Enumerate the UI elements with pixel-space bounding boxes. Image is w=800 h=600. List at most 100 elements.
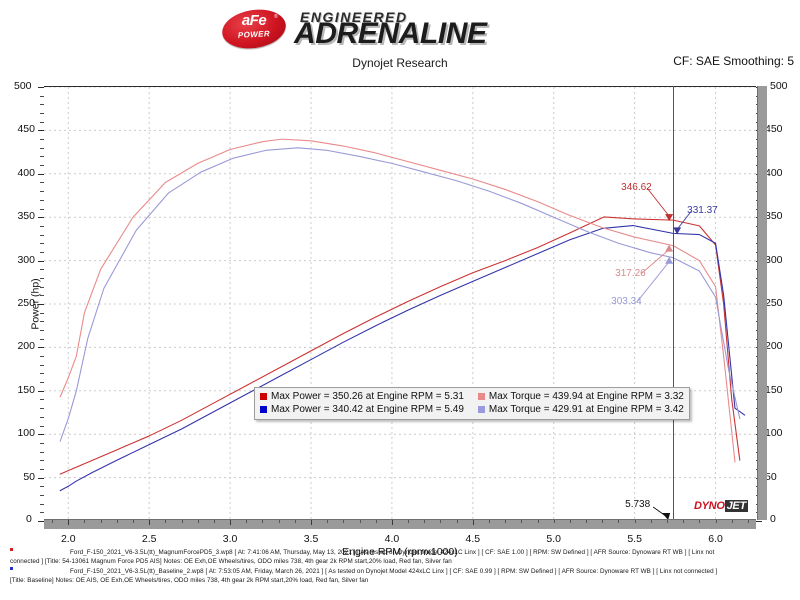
x-tick-minor	[197, 520, 199, 523]
y-tick-minor	[40, 486, 44, 488]
x-tick-mark	[230, 520, 232, 525]
y-tick-left-400: 400	[17, 166, 35, 179]
axis-corner-zero-left: 0	[26, 513, 32, 525]
x-tick-minor	[213, 520, 215, 523]
y-tick-right-50: 50	[765, 470, 777, 483]
footnote-line: connected ] [Title: 54-13061 Magnum Forc…	[10, 557, 452, 565]
x-tick-minor	[650, 520, 652, 523]
legend[interactable]: Max Power = 350.26 at Engine RPM = 5.31 M…	[254, 387, 690, 420]
x-tick-4.5: 4.5	[465, 533, 481, 545]
x-tick-minor	[181, 520, 183, 523]
legend-entry: Max Torque = 429.91 at Engine RPM = 3.42	[477, 404, 684, 415]
y-tick-left-100: 100	[17, 427, 35, 440]
y-tick-left-450: 450	[17, 123, 35, 136]
x-tick-6.0: 6.0	[708, 533, 723, 545]
x-tick-minor	[569, 520, 571, 523]
data-label-torque-blue: 303.34	[611, 295, 642, 307]
y-tick-minor	[40, 416, 44, 418]
y-tick-minor	[40, 312, 44, 314]
y-tick-minor	[40, 451, 44, 453]
y-tick-left-350: 350	[17, 210, 35, 223]
y-tick-minor	[40, 165, 44, 167]
y-tick-minor	[40, 373, 44, 375]
cursor-line[interactable]	[673, 86, 675, 520]
y-tick-mark	[38, 477, 44, 479]
y-tick-minor	[40, 139, 44, 141]
y-tick-minor	[40, 503, 44, 505]
x-tick-minor	[667, 520, 668, 523]
x-tick-minor	[747, 520, 749, 523]
x-tick-minor	[246, 520, 248, 523]
y-tick-minor	[40, 104, 44, 106]
y-tick-minor	[40, 147, 44, 149]
chart-svg	[44, 87, 756, 521]
y-tick-minor	[40, 121, 44, 123]
y-tick-right-150: 150	[765, 383, 783, 396]
y-tick-mark	[38, 347, 44, 349]
y-tick-minor	[40, 442, 44, 444]
y-tick-minor	[40, 295, 44, 297]
y-tick-minor	[40, 494, 44, 496]
cursor-rpm-label: 5.738	[625, 499, 651, 510]
y-tick-minor	[40, 208, 44, 210]
x-tick-mark	[311, 520, 312, 525]
y-tick-minor	[40, 234, 44, 236]
y-tick-minor	[40, 251, 44, 253]
x-tick-2.5: 2.5	[141, 533, 157, 545]
footnotes: Ford_F-150_2021_V6-3.5L(tt)_MagnumForceP…	[0, 548, 800, 587]
y-tick-right-450: 450	[765, 123, 783, 136]
x-tick-mark	[68, 520, 70, 525]
y-tick-minor	[40, 225, 44, 227]
x-tick-minor	[327, 520, 329, 523]
x-tick-minor	[262, 520, 264, 523]
x-tick-minor	[683, 520, 685, 523]
x-tick-minor	[424, 520, 426, 523]
dynojet-watermark: DYNO JET	[694, 500, 748, 512]
x-tick-minor	[505, 520, 507, 523]
y-tick-minor	[40, 330, 44, 332]
y-tick-right-200: 200	[765, 340, 783, 353]
y-tick-minor	[40, 286, 44, 288]
x-tick-minor	[52, 520, 54, 523]
y-tick-mark	[38, 390, 44, 392]
y-tick-minor	[40, 512, 44, 514]
footnote-line: [Title: Baseline] Notes: OE AIS, OE Exh,…	[10, 576, 369, 584]
y-tick-right-400: 400	[765, 166, 783, 179]
afe-badge-label: aFe	[241, 12, 267, 29]
x-tick-minor	[343, 520, 345, 523]
y-tick-minor	[40, 321, 44, 323]
y-tick-mark	[38, 173, 44, 175]
y-tick-minor	[40, 356, 44, 358]
legend-label: Max Power = 350.26 at Engine RPM = 5.31	[271, 391, 464, 402]
y-tick-mark	[38, 217, 44, 219]
y-tick-mark	[38, 521, 44, 522]
x-tick-3.0: 3.0	[222, 533, 238, 545]
legend-swatch-icon	[260, 393, 267, 400]
y-tick-minor	[40, 199, 44, 201]
y-tick-minor	[40, 95, 44, 97]
tagline-engineered: ENGINEERED	[300, 9, 408, 25]
x-tick-minor	[489, 520, 490, 523]
footnote-entry: Ford_F-150_2021_V6-3.5L(tt)_Baseline_2.w…	[0, 567, 800, 585]
y-tick-mark	[38, 434, 44, 436]
x-tick-3.5: 3.5	[303, 533, 319, 545]
x-tick-minor	[408, 520, 410, 523]
x-tick-minor	[634, 520, 636, 523]
y-tick-left-150: 150	[17, 383, 35, 396]
x-tick-2.0: 2.0	[60, 533, 76, 545]
y-tick-minor	[40, 113, 44, 115]
y-tick-minor	[40, 425, 44, 427]
legend-entry: Max Power = 340.42 at Engine RPM = 5.49	[260, 404, 464, 415]
y-tick-mark	[38, 130, 44, 132]
header: aFe ® POWER ENGINEERED ADRENALINE Dynoje…	[0, 0, 800, 78]
x-tick-minor	[294, 520, 296, 523]
y-tick-minor	[40, 277, 44, 279]
x-tick-minor	[116, 520, 118, 523]
y-tick-right-300: 300	[765, 253, 783, 266]
y-tick-minor	[40, 269, 44, 271]
y-tick-minor	[40, 408, 44, 410]
x-axis-bar	[44, 519, 756, 529]
y-tick-minor	[40, 191, 44, 193]
axis-corner-zero-right: 0	[770, 513, 776, 525]
legend-entry: Max Power = 350.26 at Engine RPM = 5.31	[260, 391, 464, 402]
